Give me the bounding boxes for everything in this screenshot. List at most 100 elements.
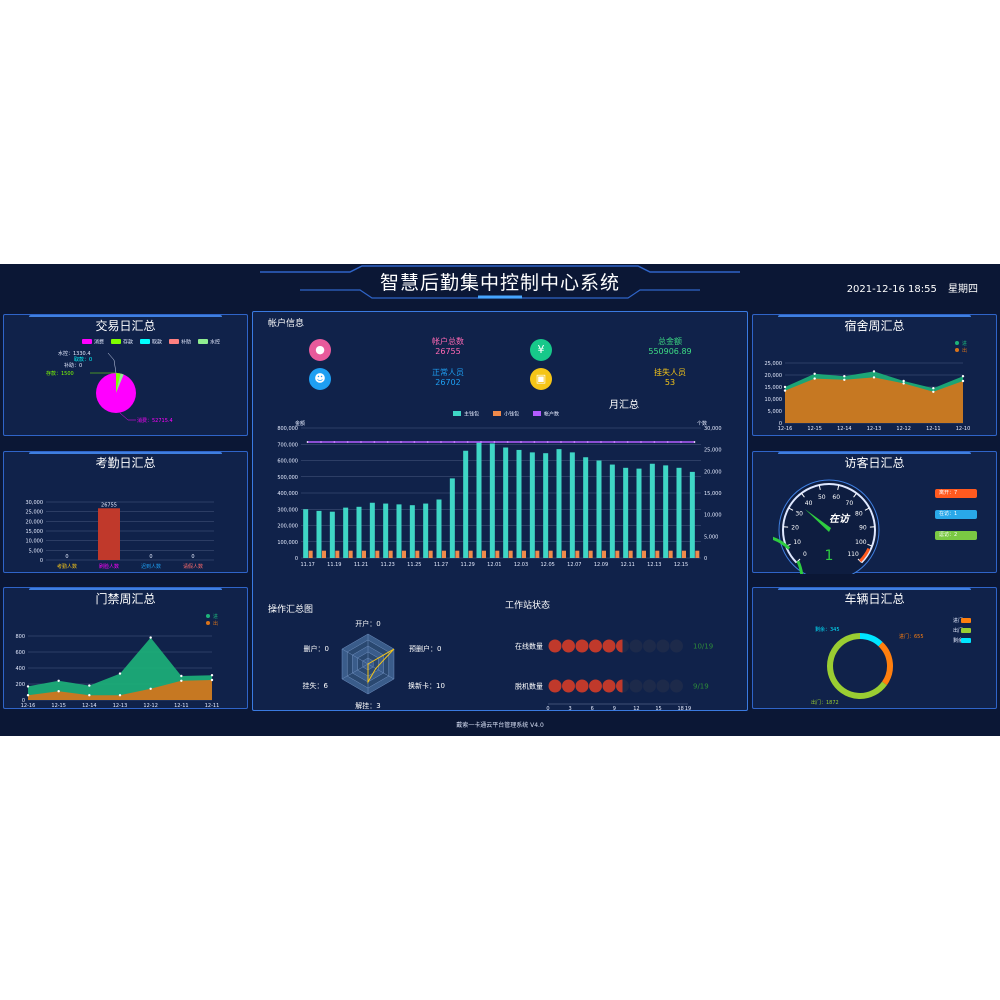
series-area-1 [785, 377, 963, 423]
bar-small-wallet [375, 550, 380, 558]
vehicle-legend-swatch [961, 638, 971, 643]
x-tick: 12-11 [205, 703, 220, 709]
bar-small-wallet [588, 550, 593, 558]
monthly-legend-swatch [453, 411, 461, 416]
x-tick: 11.25 [407, 562, 421, 568]
x-tick: 11.27 [434, 562, 448, 568]
data-point [902, 379, 905, 383]
legend-marker [206, 621, 210, 625]
bar-small-wallet [335, 550, 340, 558]
door-panel: 门禁周汇总 0 200 400 600 800 12-16 12-15 12-14 12-13 1… [3, 587, 248, 709]
bar-main-wallet [609, 464, 615, 558]
station-tick: 3 [569, 706, 572, 710]
x-tick: 12.11 [621, 562, 635, 568]
y-tick: 15,000 [765, 385, 783, 391]
y-tick: 600,000 [277, 459, 298, 465]
station-dot [589, 679, 602, 693]
radar-label-lost: 挂失：6 [303, 681, 329, 690]
date-time: 2021-12-16 18:55 [846, 284, 937, 295]
bar-main-wallet [316, 510, 322, 558]
gauge-tick-label: 30 [795, 511, 803, 518]
legend-label: 进 [213, 613, 218, 620]
y-tick: 800,000 [277, 426, 298, 432]
bar-main-wallet [369, 502, 375, 558]
legend-marker [955, 348, 959, 352]
data-point [872, 376, 876, 379]
y2-tick: 0 [704, 556, 707, 562]
bar-small-wallet [682, 550, 686, 558]
data-point [813, 377, 816, 380]
monthly-legend-swatch [533, 411, 541, 416]
trade-legend-label: 取款 [152, 339, 162, 346]
gauge-tick-label: 10 [793, 539, 801, 546]
series-area-1 [28, 680, 212, 700]
station-tick: 18 [677, 706, 683, 710]
header-frame [260, 265, 740, 299]
bar-value-label: 26755 [101, 502, 117, 508]
data-point [872, 370, 876, 373]
monthly-legend-label: 主钱包 [464, 411, 479, 418]
bar-small-wallet [428, 550, 433, 558]
station-tick: 0 [546, 706, 549, 710]
bar-main-wallet [396, 504, 402, 558]
data-point [26, 694, 30, 697]
data-point [180, 679, 183, 682]
y-tick: 30,000 [26, 500, 44, 506]
attendance-panel: 考勤日汇总 0 5,000 10,000 15,000 20,000 25,000 30,0… [3, 451, 248, 573]
bar-main-wallet [636, 468, 642, 558]
bar-main-wallet [489, 443, 495, 558]
bar-main-wallet [623, 467, 629, 558]
station-tick: 19 [685, 706, 691, 710]
data-point [26, 685, 30, 688]
dorm-title: 宿舍周汇总 [844, 319, 905, 333]
station-tick: 9 [613, 706, 616, 710]
gauge-label: 在访 [829, 513, 851, 525]
station-dot [656, 679, 670, 693]
y2-tick: 10,000 [704, 513, 722, 519]
account-total: 帐户总数 26755 [413, 336, 483, 356]
gauge-tick [801, 492, 805, 498]
gauge-tick [864, 507, 870, 511]
bar-small-wallet [575, 550, 580, 558]
bar-main-wallet [583, 457, 589, 558]
dashboard: 智慧后勤集中控制中心系统 2021-12-16 18:55 星期四 交易日汇总 … [0, 264, 1000, 736]
trade-legend-swatch [140, 339, 150, 344]
data-point [783, 389, 787, 392]
attendance-title: 考勤日汇总 [95, 456, 156, 470]
bar-main-wallet [689, 471, 695, 558]
y-tick: 25,000 [765, 361, 783, 367]
station-dot [629, 639, 643, 653]
radar-label-replace: 换新卡：10 [408, 681, 445, 690]
account-total-label: 帐户总数 [432, 337, 464, 346]
bar-small-wallet [508, 550, 513, 558]
bar-main-wallet [503, 447, 509, 558]
account-normal-value: 26702 [435, 378, 461, 387]
x-tick: 请假人数 [183, 563, 203, 570]
y-tick: 0 [295, 556, 298, 562]
gauge-high-band [859, 547, 871, 563]
bar-main-wallet [663, 465, 669, 558]
station-row-label: 脱机数量 [515, 682, 543, 691]
bar-main-wallet [356, 506, 362, 558]
x-tick: 12-13 [113, 703, 128, 709]
x-tick: 12-14 [82, 703, 97, 709]
legend-marker [955, 341, 959, 345]
y-tick: 0 [779, 421, 782, 427]
data-point [210, 674, 214, 677]
gauge-tick-label: 40 [805, 500, 813, 507]
gauge-tick [788, 507, 794, 511]
bar-small-wallet [362, 550, 366, 558]
station-dot [643, 679, 656, 693]
bar-small-wallet [468, 550, 473, 558]
station-dot [575, 639, 589, 653]
y-tick: 20,000 [26, 519, 44, 525]
y-tick: 200,000 [277, 524, 298, 530]
data-point [843, 378, 846, 381]
y-tick: 0 [40, 558, 43, 564]
x-tick: 12-16 [21, 703, 36, 709]
donut-label-in: 进门：655 [899, 633, 924, 640]
radar-axis [367, 663, 395, 680]
x-tick: 12.07 [567, 562, 581, 568]
data-point [813, 372, 816, 375]
